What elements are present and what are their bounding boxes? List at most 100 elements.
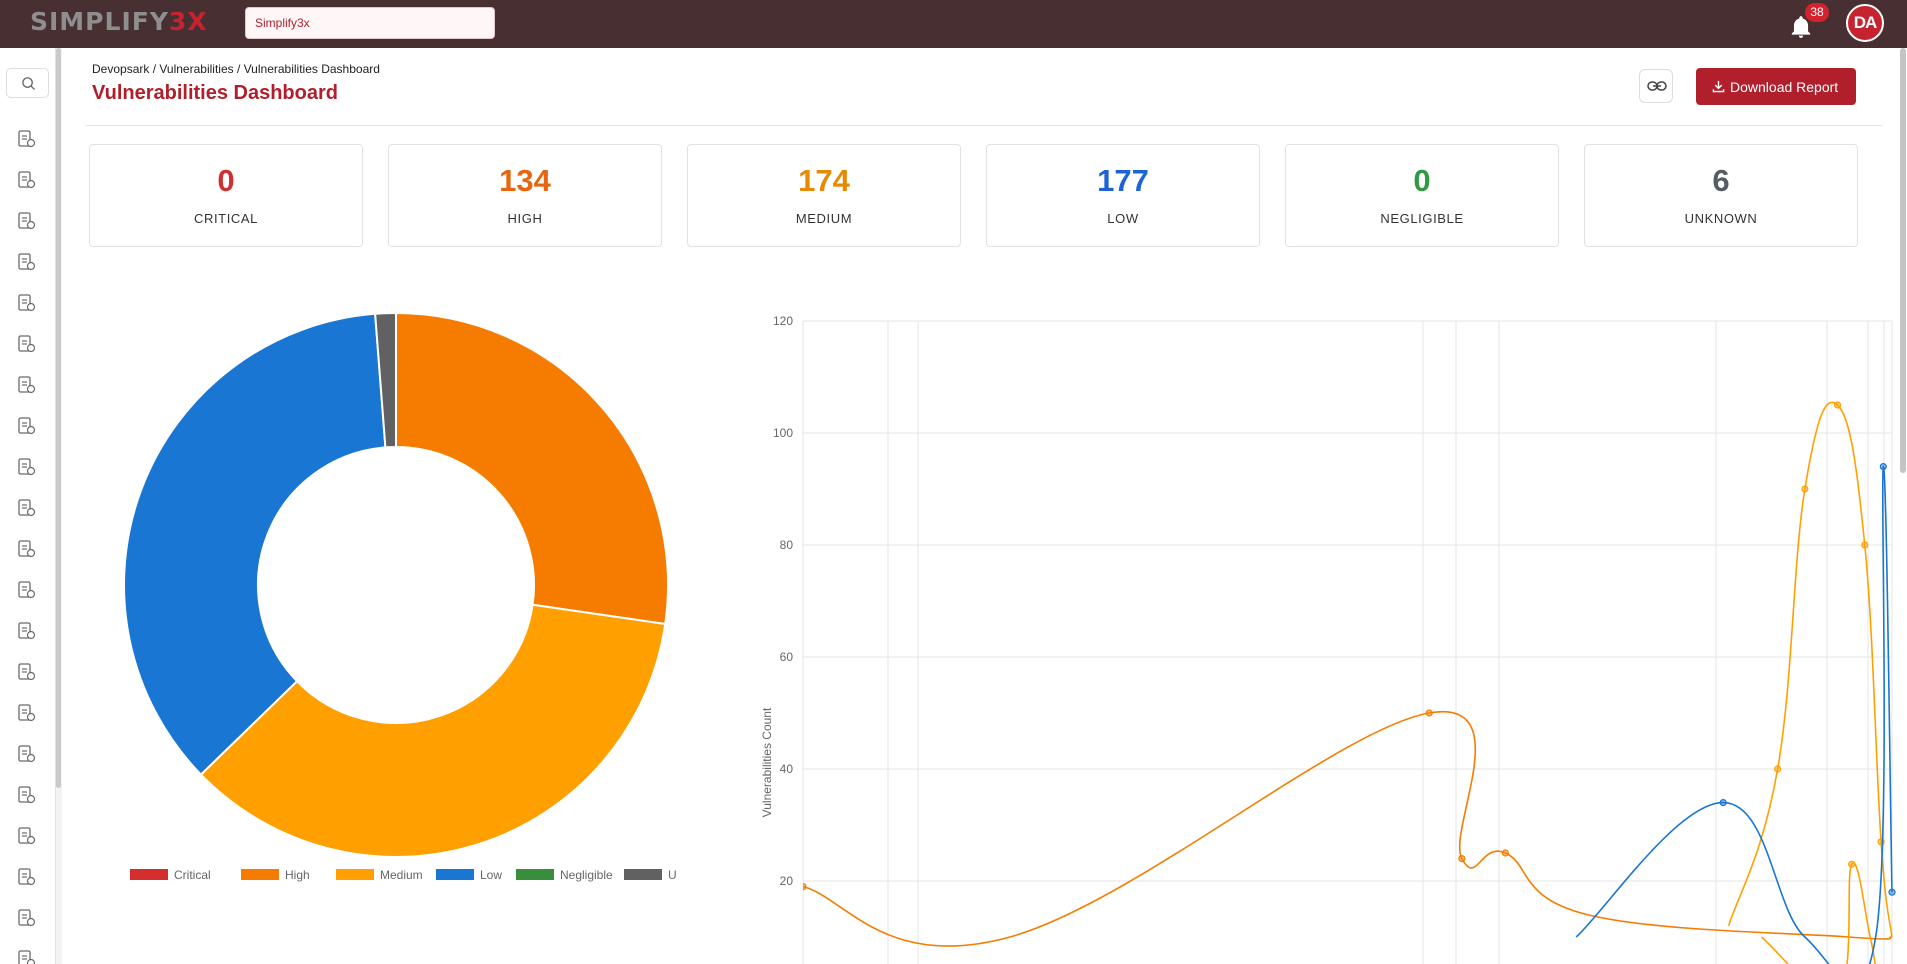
report-search-icon[interactable] (15, 292, 37, 314)
page-title: Vulnerabilities Dashboard (92, 82, 338, 104)
legend-label: Negligible (560, 868, 613, 882)
summary-card-medium[interactable]: 174 MEDIUM (687, 144, 961, 247)
legend-item-negligible[interactable]: Negligible (516, 868, 613, 882)
data-point[interactable] (1801, 485, 1809, 493)
series-line-2[interactable] (1727, 401, 1893, 938)
data-point[interactable] (800, 883, 807, 891)
summary-card-low[interactable]: 177 LOW (986, 144, 1260, 247)
download-icon (1712, 80, 1725, 93)
sidebar (0, 48, 56, 964)
doughnut-slice-low[interactable] (123, 312, 387, 776)
id-card-icon[interactable] (15, 743, 37, 765)
y-axis-label: Vulnerabilities Count (760, 707, 774, 817)
legend-swatch (516, 869, 554, 880)
cloud-gear-icon[interactable] (15, 456, 37, 478)
globe-icon[interactable] (15, 620, 37, 642)
header-divider (86, 125, 1882, 126)
summary-count: 177 (1097, 163, 1149, 198)
sidebar-scrollbar[interactable] (56, 48, 61, 788)
summary-card-critical[interactable]: 0 CRITICAL (89, 144, 363, 247)
y-tick-label: 20 (780, 874, 794, 888)
legend-label: Medium (380, 868, 423, 882)
data-point[interactable] (1848, 860, 1856, 868)
data-point[interactable] (1719, 798, 1727, 807)
data-point[interactable] (1774, 765, 1782, 773)
breadcrumb: Devopsark / Vulnerabilities / Vulnerabil… (92, 62, 380, 76)
monitor-icon[interactable] (15, 374, 37, 396)
summary-count: 174 (798, 163, 850, 198)
legend-swatch (624, 869, 662, 880)
doughnut-slice-high[interactable] (395, 311, 669, 626)
document-icon[interactable] (15, 415, 37, 437)
document-icon[interactable] (15, 948, 37, 964)
legend-item-unknown[interactable]: Unknown (624, 868, 676, 882)
dashboard-icon[interactable] (15, 825, 37, 847)
download-report-label: Download Report (1730, 78, 1839, 95)
summary-card-high[interactable]: 134 HIGH (388, 144, 662, 247)
document-icon[interactable] (15, 661, 37, 683)
hierarchy-icon[interactable] (15, 866, 37, 888)
data-point[interactable] (1879, 463, 1887, 471)
legend-item-medium[interactable]: Medium (336, 868, 423, 882)
page-scrollbar[interactable] (1900, 48, 1906, 473)
summary-label: NEGLIGIBLE (1380, 211, 1464, 226)
summary-card-negligible[interactable]: 0 NEGLIGIBLE (1285, 144, 1559, 247)
y-tick-label: 40 (780, 762, 794, 776)
document-icon[interactable] (15, 579, 37, 601)
bell-icon[interactable] (1788, 14, 1814, 40)
doughnut-slice-medium[interactable] (199, 603, 667, 858)
download-report-button[interactable]: Download Report (1696, 68, 1856, 105)
summary-label: UNKNOWN (1684, 211, 1758, 226)
summary-count: 6 (1712, 163, 1730, 198)
shield-icon[interactable] (15, 538, 37, 560)
notification-badge[interactable]: 38 (1805, 3, 1829, 22)
document-icon[interactable] (15, 210, 37, 232)
sidebar-search-button[interactable] (6, 68, 49, 98)
document-icon[interactable] (15, 333, 37, 355)
legend-swatch (130, 869, 168, 880)
legend-swatch (436, 869, 474, 880)
legend-swatch (336, 869, 374, 880)
rocket-icon[interactable] (15, 251, 37, 273)
y-tick-label: 100 (773, 426, 793, 440)
settings-icon[interactable] (15, 784, 37, 806)
legend-label: High (285, 868, 310, 882)
series-line-0[interactable] (803, 710, 1893, 947)
data-point[interactable] (1888, 888, 1896, 896)
link-icon (1647, 81, 1667, 91)
users-icon[interactable] (15, 702, 37, 724)
data-point[interactable] (1833, 401, 1842, 409)
series-line-3[interactable] (1575, 465, 1893, 964)
search-icon (22, 77, 36, 91)
data-point[interactable] (1501, 849, 1510, 857)
legend-label: Unknown (668, 868, 676, 882)
data-point[interactable] (1861, 541, 1869, 549)
network-icon[interactable] (15, 169, 37, 191)
data-point[interactable] (1458, 854, 1466, 863)
logo[interactable]: SIMPLIFY3X (30, 9, 208, 35)
copy-link-button[interactable] (1639, 69, 1673, 103)
data-point[interactable] (1425, 709, 1433, 717)
pipeline-icon[interactable] (15, 128, 37, 150)
summary-label: MEDIUM (795, 211, 853, 226)
legend-item-high[interactable]: High (241, 868, 310, 882)
summary-card-unknown[interactable]: 6 UNKNOWN (1584, 144, 1858, 247)
legend-item-low[interactable]: Low (436, 868, 502, 882)
summary-count: 134 (499, 163, 551, 198)
global-search-input[interactable] (245, 7, 495, 39)
legend-swatch (241, 869, 279, 880)
top-bar: SIMPLIFY3X 38 DA (0, 0, 1907, 48)
server-icon[interactable] (15, 907, 37, 929)
doughnut-slice-unknown[interactable] (374, 311, 397, 449)
summary-count: 0 (1413, 163, 1431, 198)
chart-grid (802, 320, 1893, 964)
summary-label: CRITICAL (193, 211, 259, 226)
summary-label: LOW (1107, 211, 1139, 226)
avatar[interactable]: DA (1846, 4, 1884, 42)
document-icon[interactable] (15, 497, 37, 519)
y-tick-label: 120 (773, 314, 793, 328)
summary-label: HIGH (507, 211, 543, 226)
legend-item-critical[interactable]: Critical (130, 868, 211, 882)
legend-label: Critical (174, 868, 211, 882)
logo-accent: 3X (168, 7, 208, 36)
